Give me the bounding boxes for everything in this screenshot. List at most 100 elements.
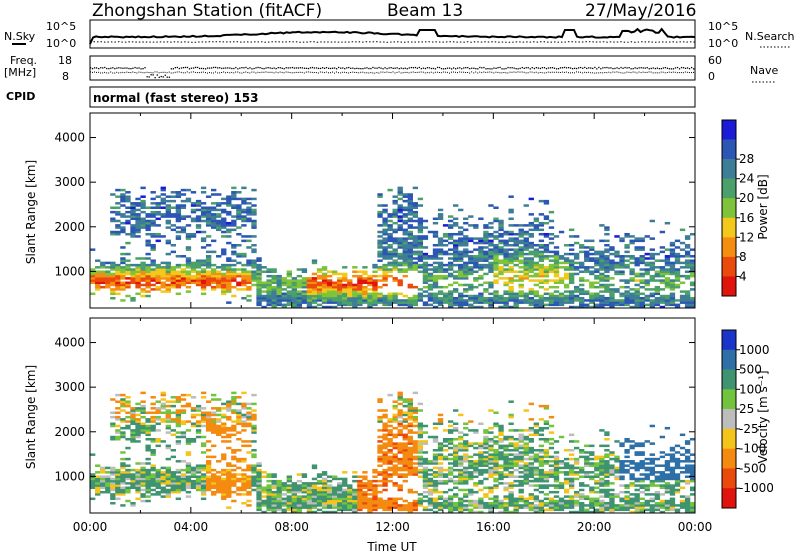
- velocity-cell: [160, 420, 166, 423]
- velocity-cell: [261, 486, 267, 490]
- velocity-cell: [493, 453, 499, 456]
- power-cell: [301, 277, 308, 280]
- freq-dot: [446, 67, 449, 69]
- power-cell: [276, 301, 282, 304]
- power-cell: [251, 197, 257, 201]
- velocity-cell: [145, 449, 151, 452]
- power-cell: [422, 285, 429, 289]
- power-cell: [125, 206, 131, 209]
- velocity-cell: [110, 493, 116, 496]
- velocity-cell: [231, 411, 237, 414]
- power-cell: [599, 279, 605, 282]
- power-cell: [458, 232, 464, 236]
- velocity-cell: [195, 477, 202, 481]
- velocity-cell: [251, 393, 257, 397]
- power-cell: [523, 241, 529, 245]
- power-cell: [105, 279, 111, 282]
- velocity-cell: [185, 451, 192, 454]
- freq-dot: [686, 67, 689, 69]
- velocity-cell: [392, 444, 398, 448]
- velocity-cell: [483, 444, 489, 448]
- power-cell: [437, 266, 444, 269]
- velocity-cell: [241, 391, 247, 395]
- power-cell: [306, 290, 313, 293]
- velocity-cell: [503, 486, 509, 490]
- power-cell: [301, 268, 308, 271]
- velocity-cell: [150, 477, 156, 481]
- power-cell: [508, 195, 514, 198]
- power-cell: [684, 277, 691, 280]
- nave-dot: [265, 71, 267, 73]
- velocity-cell: [458, 460, 464, 463]
- nave-dot: [561, 71, 563, 73]
- velocity-cell: [453, 508, 459, 512]
- nave-dot: [547, 71, 549, 73]
- nave-dot: [406, 71, 408, 73]
- power-cell: [332, 305, 338, 309]
- velocity-cell: [231, 473, 237, 476]
- power-cell: [231, 270, 237, 273]
- velocity-cell: [402, 420, 408, 423]
- velocity-cell: [422, 475, 429, 478]
- power-cell: [236, 244, 242, 247]
- power-cell: [236, 283, 242, 287]
- power-cell: [412, 213, 419, 216]
- power-cell: [306, 303, 313, 307]
- power-cell: [528, 274, 534, 278]
- power-cell: [649, 305, 655, 309]
- velocity-cell: [372, 468, 378, 472]
- velocity-cell: [402, 435, 408, 439]
- power-cell: [417, 226, 424, 229]
- power-cell: [276, 296, 282, 300]
- freq-dot: [444, 68, 447, 70]
- power-cell: [468, 224, 474, 227]
- power-cell: [412, 296, 419, 300]
- power-cell: [543, 292, 550, 296]
- power-cell: [362, 296, 368, 300]
- velocity-cell: [432, 462, 439, 465]
- freq-dot: [364, 67, 366, 69]
- power-cell: [392, 250, 398, 254]
- power-cell: [377, 292, 383, 296]
- power-cell: [463, 261, 469, 265]
- power-cell: [185, 272, 192, 276]
- velocity-cell: [458, 437, 464, 441]
- power-cell: [639, 296, 645, 300]
- velocity-cell: [221, 490, 227, 494]
- power-cell: [246, 299, 252, 302]
- velocity-cell: [145, 468, 151, 472]
- freq-dot: [455, 68, 457, 70]
- power-cell: [669, 272, 676, 276]
- power-cell: [241, 296, 247, 300]
- power-cell: [488, 232, 494, 236]
- velocity-cell: [407, 413, 413, 417]
- power-cell: [574, 235, 580, 238]
- velocity-cell: [145, 484, 151, 487]
- velocity-cell: [95, 475, 101, 478]
- velocity-cell: [251, 484, 257, 487]
- power-cell: [609, 296, 615, 300]
- power-cell: [140, 219, 146, 223]
- power-cell: [211, 215, 217, 218]
- power-cell: [488, 252, 494, 256]
- velocity-cell: [387, 444, 393, 448]
- power-cell: [528, 299, 534, 302]
- power-cell: [689, 272, 696, 276]
- velocity-cell: [180, 486, 187, 490]
- power-cell: [599, 257, 605, 260]
- velocity-cell: [332, 475, 338, 478]
- velocity-cell: [321, 501, 328, 505]
- velocity-cell: [175, 460, 182, 463]
- velocity-cell: [412, 446, 419, 450]
- velocity-cell: [442, 457, 449, 461]
- power-cell: [654, 259, 661, 262]
- power-cell: [579, 296, 585, 300]
- power-cell: [165, 270, 171, 273]
- power-x-ticks: [89, 113, 696, 308]
- nave-dot: [188, 72, 190, 74]
- velocity-cell: [226, 495, 232, 498]
- velocity-cell: [170, 490, 177, 494]
- power-cell: [367, 288, 373, 291]
- nave-dot: [519, 71, 521, 73]
- power-cell: [337, 277, 343, 280]
